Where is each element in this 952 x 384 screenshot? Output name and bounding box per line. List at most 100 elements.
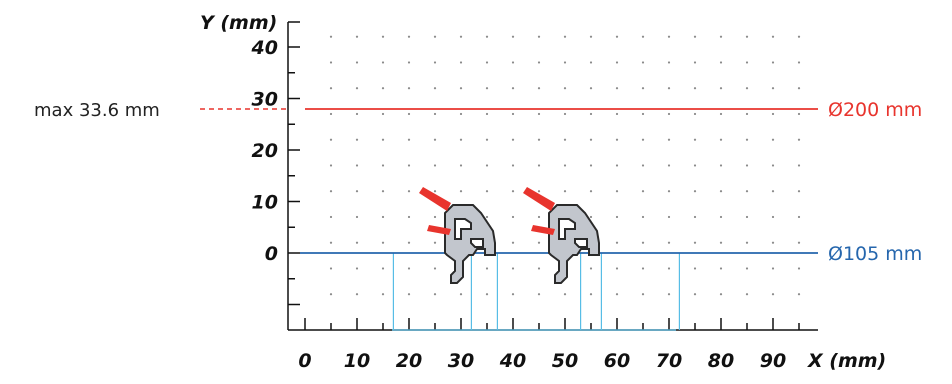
grid-dot — [563, 87, 567, 90]
grid-dot — [381, 87, 385, 90]
grid-dot — [563, 61, 567, 64]
y-tick-label: 40 — [251, 37, 278, 59]
y-axis-title: Y (mm) — [200, 12, 277, 34]
grid-dot — [641, 35, 645, 38]
grid-dot — [381, 164, 385, 167]
grid-dot — [719, 61, 723, 64]
grid-dot — [693, 267, 697, 270]
grid-dot — [693, 241, 697, 244]
grid-dot — [355, 61, 359, 64]
grid-dot — [693, 215, 697, 219]
grid-dot — [329, 267, 333, 270]
grid-dot — [407, 87, 411, 90]
grid-dot — [719, 112, 723, 116]
x-tick-label: 70 — [656, 350, 682, 372]
grid-dot — [719, 35, 723, 38]
grid-dot — [381, 138, 385, 141]
profile-guide-lines — [392, 253, 681, 330]
x-tick-label: 30 — [448, 350, 474, 372]
grid-dot — [459, 61, 463, 64]
grid-dot — [407, 267, 411, 270]
grid-dot — [355, 215, 359, 219]
grid-dot — [329, 87, 333, 90]
grid-dot — [407, 293, 411, 296]
grid-dot — [693, 35, 697, 38]
x-tick-label: 50 — [552, 350, 578, 372]
grid-dot — [693, 190, 697, 193]
grid-dot — [797, 293, 801, 296]
grid-dot — [693, 112, 697, 116]
grid-dot — [511, 164, 515, 167]
grid-dot — [797, 61, 801, 64]
wiper-right-lower — [531, 225, 555, 235]
grid-dot — [589, 215, 593, 219]
grid-dot — [433, 112, 437, 116]
grid-dot — [511, 293, 515, 296]
grid-dot — [745, 61, 749, 64]
grid-dot — [797, 35, 801, 38]
grid-dot — [329, 215, 333, 219]
grid-dot — [381, 112, 385, 116]
grid-dot — [381, 215, 385, 219]
grid-dot — [563, 164, 567, 167]
grid-dot — [719, 164, 723, 167]
grid-dot — [719, 138, 723, 141]
grid-dot — [641, 61, 645, 64]
grid-dot — [797, 112, 801, 116]
grid-dot — [797, 138, 801, 141]
grid-dot — [745, 215, 749, 219]
grid-dot — [615, 190, 619, 193]
grid-dot — [589, 190, 593, 193]
grid-dot — [537, 87, 541, 90]
grid-dot — [459, 138, 463, 141]
grid-dot — [537, 35, 541, 38]
y-tick-label: 20 — [252, 140, 278, 162]
grid-dot — [667, 267, 671, 270]
grid-dot — [589, 61, 593, 64]
grid-dot — [355, 190, 359, 193]
grid-dot — [615, 267, 619, 270]
y-tick-label: 0 — [265, 243, 278, 265]
grid-dot — [745, 35, 749, 38]
y-tick-label: 10 — [252, 192, 278, 214]
grid-dot — [745, 293, 749, 296]
grid-dot — [329, 190, 333, 193]
grid-dot — [589, 267, 593, 270]
grid-dot — [407, 215, 411, 219]
grid-dot — [719, 87, 723, 90]
grid-dot — [771, 215, 775, 219]
grid-dot — [563, 138, 567, 141]
grid-dot — [459, 190, 463, 193]
grid-dot — [433, 190, 437, 193]
grid-dot — [589, 87, 593, 90]
grid-dot — [771, 267, 775, 270]
grid-dot — [485, 293, 489, 296]
grid-dot — [459, 35, 463, 38]
grid-dot — [563, 35, 567, 38]
grid-dot — [459, 112, 463, 116]
grid-dot — [797, 164, 801, 167]
grid-dot — [407, 35, 411, 38]
grid-dot — [615, 215, 619, 219]
grid-dot — [719, 190, 723, 193]
grid-dot — [511, 215, 515, 219]
grid-dot — [615, 87, 619, 90]
grid-dot — [433, 267, 437, 270]
grid-dot — [667, 138, 671, 141]
grid-dot — [459, 293, 463, 296]
grid-dot — [771, 61, 775, 64]
grid-dot — [667, 61, 671, 64]
grid-dot — [693, 87, 697, 90]
grid-dot — [771, 241, 775, 244]
grid-dot — [355, 293, 359, 296]
grid-dot — [771, 87, 775, 90]
grid-dot — [355, 241, 359, 244]
grid-dot — [537, 267, 541, 270]
wiper-left-upper — [419, 187, 451, 211]
grid-dot — [537, 112, 541, 116]
grid-dot — [329, 138, 333, 141]
wiper-right-upper — [523, 187, 555, 211]
grid-dot — [407, 138, 411, 141]
grid-dot — [381, 35, 385, 38]
grid-dot — [511, 190, 515, 193]
